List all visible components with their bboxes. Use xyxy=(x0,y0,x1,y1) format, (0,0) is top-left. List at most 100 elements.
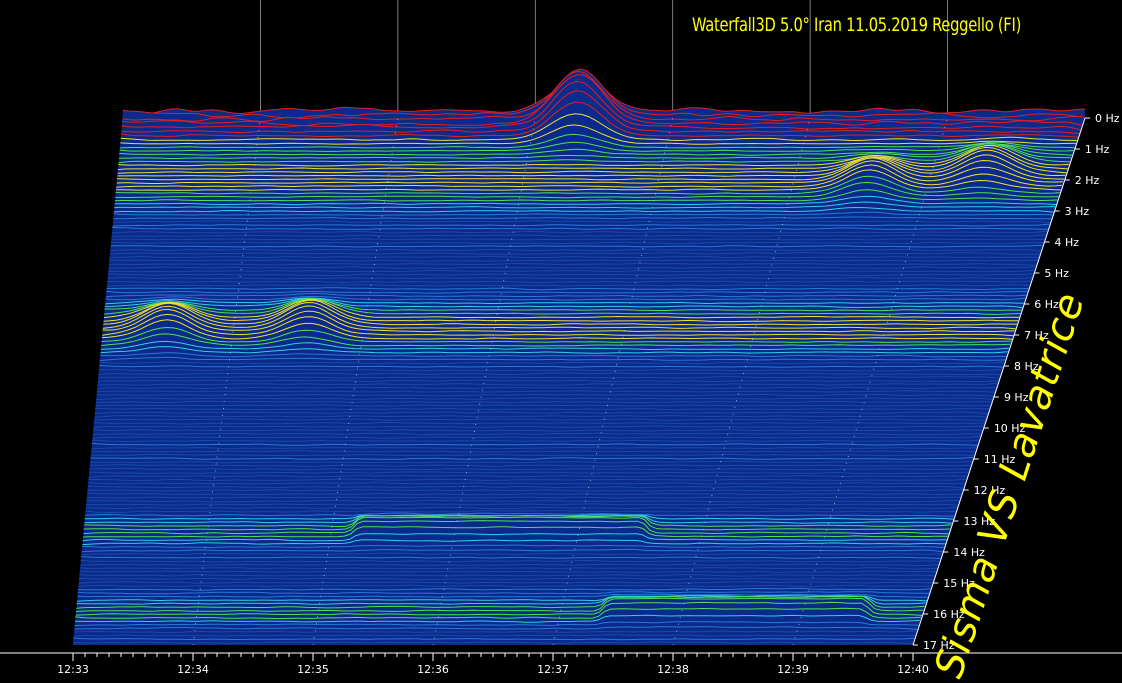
time-tick-label: 12:40 xyxy=(897,663,929,676)
time-grid-line xyxy=(312,117,399,646)
spectrum-trace-fill xyxy=(120,113,1077,143)
spectrum-trace xyxy=(107,277,1032,280)
frequency-tick-label: 14 Hz xyxy=(953,546,985,559)
spectrum-trace-fill xyxy=(98,376,1000,380)
waterfall-traces xyxy=(72,68,1086,645)
spectrum-trace xyxy=(87,489,963,492)
spectrum-trace xyxy=(106,290,1028,294)
frequency-tick-label: 5 Hz xyxy=(1044,267,1069,280)
spectrum-trace xyxy=(110,244,1043,248)
spectrum-trace xyxy=(98,376,1000,379)
spectrum-trace-fill xyxy=(87,493,962,497)
frequency-tick-label: 3 Hz xyxy=(1065,205,1090,218)
spectrum-trace xyxy=(75,597,924,612)
spectrum-trace xyxy=(101,319,1013,340)
spectrum-trace xyxy=(104,298,1021,315)
spectrum-trace xyxy=(104,297,1022,312)
spectrum-trace xyxy=(96,393,994,397)
spectrum-trace xyxy=(92,432,982,436)
spectrum-trace xyxy=(89,467,970,471)
spectrum-trace xyxy=(74,626,918,630)
spectrum-trace xyxy=(81,556,941,559)
spectrum-trace xyxy=(113,216,1052,220)
spectrum-trace xyxy=(100,346,1008,354)
frequency-tick-label: 2 Hz xyxy=(1075,174,1100,187)
spectrum-trace xyxy=(111,230,1047,234)
spectrum-trace xyxy=(121,80,1081,131)
spectrum-trace xyxy=(94,415,987,418)
time-tick-label: 12:35 xyxy=(297,663,329,676)
spectrum-trace-fill xyxy=(90,454,975,458)
spectrum-trace xyxy=(80,559,940,563)
spectrum-trace xyxy=(108,266,1036,269)
spectrum-trace xyxy=(110,248,1042,252)
spectrum-trace xyxy=(120,113,1077,142)
spectrum-trace xyxy=(100,352,1007,358)
frequency-tick-label: 1 Hz xyxy=(1085,143,1110,156)
spectrum-trace xyxy=(73,634,916,637)
spectrum-trace-fill xyxy=(113,207,1054,214)
spectrum-trace xyxy=(92,439,979,443)
spectrum-trace-fill xyxy=(107,273,1034,278)
spectrum-trace xyxy=(115,181,1059,199)
spectrum-trace xyxy=(106,287,1029,291)
spectrum-trace xyxy=(89,471,969,474)
spectrum-trace xyxy=(112,223,1050,227)
spectrum-trace xyxy=(77,587,931,591)
spectrum-trace xyxy=(113,206,1054,213)
spectrum-trace xyxy=(81,552,942,556)
spectrum-trace xyxy=(98,372,1001,376)
frequency-tick-label: 17 Hz xyxy=(923,639,955,652)
spectrum-trace xyxy=(90,457,974,460)
spectrum-trace-fill xyxy=(93,426,984,430)
spectrum-trace-fill xyxy=(83,526,948,539)
spectrum-trace xyxy=(76,596,925,609)
spectrum-trace xyxy=(80,563,939,567)
frequency-tick-label: 0 Hz xyxy=(1095,112,1120,125)
spectrum-trace xyxy=(99,356,1006,361)
frequency-tick-label: 11 Hz xyxy=(984,453,1016,466)
spectrum-trace xyxy=(114,195,1057,206)
spectrum-trace xyxy=(95,400,992,404)
spectrum-trace xyxy=(85,512,955,517)
frequency-axis-line xyxy=(912,117,1086,646)
frequency-tick-label: 4 Hz xyxy=(1055,236,1080,249)
frequency-tick-label: 7 Hz xyxy=(1024,329,1049,342)
spectrum-trace-fill xyxy=(109,252,1040,256)
spectrum-trace-fill xyxy=(113,212,1053,217)
spectrum-trace xyxy=(110,241,1044,245)
spectrum-trace xyxy=(75,607,922,620)
spectrum-trace xyxy=(106,284,1030,287)
spectrum-trace xyxy=(87,492,962,496)
spectrum-trace-fill xyxy=(78,588,931,592)
spectrum-trace xyxy=(118,144,1071,164)
frequency-tick-label: 15 Hz xyxy=(943,577,975,590)
spectrum-trace xyxy=(82,533,947,542)
spectrum-trace xyxy=(90,453,975,457)
spectrum-trace xyxy=(98,368,1002,372)
spectrum-trace xyxy=(111,234,1046,237)
time-tick-label: 12:38 xyxy=(657,663,689,676)
spectrum-trace xyxy=(91,442,978,446)
time-tick-label: 12:39 xyxy=(777,663,809,676)
spectrum-trace xyxy=(113,211,1053,216)
time-axis: 12:33 12:34 12:35 12:36 12:37 12:38 12:39 12:40 xyxy=(0,652,1122,676)
spectrum-trace-fill xyxy=(114,189,1058,203)
spectrum-trace xyxy=(119,143,1073,156)
spectrum-trace xyxy=(115,175,1060,195)
spectrum-trace-fill xyxy=(80,564,939,568)
spectrum-trace xyxy=(102,313,1014,337)
spectrum-trace-fill xyxy=(97,383,998,387)
time-grid-line xyxy=(792,117,948,646)
spectrum-trace-fill xyxy=(73,637,915,642)
spectrum-trace-fill xyxy=(121,90,1080,136)
frequency-tick-label: 10 Hz xyxy=(994,422,1026,435)
frequency-axis: 0 Hz 1 Hz 2 Hz 3 Hz 4 Hz 5 Hz 6 Hz 7 Hz 8 Hz 9 Hz… xyxy=(912,112,1120,652)
spectrum-trace xyxy=(107,280,1031,283)
spectrum-trace xyxy=(108,263,1037,266)
spectrum-trace xyxy=(83,526,948,538)
spectrum-trace-fill xyxy=(101,333,1010,348)
spectrum-trace xyxy=(94,411,989,415)
spectrum-trace-fill xyxy=(100,352,1007,359)
